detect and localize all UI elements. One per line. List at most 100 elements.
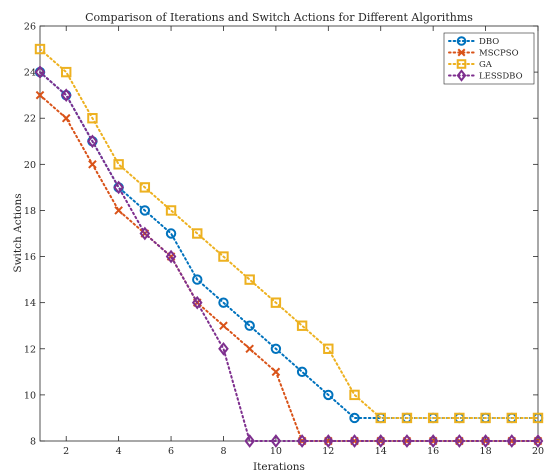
axes-box — [39, 25, 539, 442]
x-tick-label: 16 — [427, 446, 439, 457]
data-point-lessdbo — [401, 434, 413, 448]
data-point-ga — [401, 412, 413, 424]
x-tick-label: 2 — [63, 446, 69, 457]
plot-area — [39, 25, 539, 442]
y-axis-label: Switch Actions — [12, 193, 24, 272]
data-point-lessdbo — [427, 434, 439, 448]
data-point-dbo — [323, 389, 334, 401]
data-point-lessdbo — [296, 434, 308, 448]
legend-label: LESSDBO — [479, 72, 523, 82]
data-point-dbo — [192, 274, 203, 285]
legend-marker — [456, 59, 467, 69]
data-point-lessdbo — [375, 434, 387, 448]
data-point-ga — [87, 113, 98, 124]
data-point-ga — [349, 389, 360, 401]
data-point-lessdbo — [322, 434, 334, 448]
data-point-ga — [480, 412, 491, 424]
data-point-lessdbo — [244, 434, 256, 448]
data-point-ga — [192, 228, 203, 239]
data-point-mscpso — [114, 206, 123, 215]
data-point-lessdbo — [349, 434, 360, 448]
x-tick-label: 20 — [532, 446, 544, 457]
data-point-lessdbo — [270, 434, 282, 448]
legend-entry-ga: GA — [448, 59, 493, 70]
data-point-mscpso — [271, 367, 281, 377]
data-point-ga — [218, 251, 229, 262]
data-point-ga — [375, 412, 386, 424]
x-tick-label: 8 — [220, 446, 226, 457]
legend-entry-lessdbo: LESSDBO — [448, 69, 523, 82]
data-point-lessdbo — [139, 226, 151, 241]
y-tick-label: 8 — [30, 437, 36, 448]
series-line-dbo — [39, 71, 539, 419]
series-layer — [34, 43, 544, 448]
y-tick-label: 18 — [24, 206, 36, 217]
series-lessdbo — [34, 65, 544, 448]
data-point-ga — [270, 297, 282, 308]
data-point-ga — [165, 205, 177, 216]
legend-label: MSCPSO — [479, 49, 519, 59]
x-tick-label: 12 — [322, 446, 334, 457]
y-tick-label: 10 — [24, 390, 36, 401]
data-point-ga — [34, 43, 46, 55]
data-point-lessdbo — [87, 134, 98, 149]
legend-label: DBO — [479, 37, 499, 47]
data-point-ga — [427, 412, 439, 424]
data-point-lessdbo — [506, 434, 518, 448]
data-point-ga — [296, 320, 308, 331]
data-point-mscpso — [61, 113, 71, 123]
data-point-ga — [323, 343, 334, 354]
series-ga — [34, 43, 544, 424]
data-point-lessdbo — [191, 295, 203, 310]
data-point-ga — [61, 66, 72, 78]
data-point-mscpso — [219, 321, 228, 331]
y-axis: 8 10 12 14 16 18 20 22 24 26 — [24, 22, 538, 448]
data-point-dbo — [349, 412, 360, 424]
data-point-dbo — [244, 320, 255, 331]
legend-marker — [456, 36, 467, 46]
data-point-lessdbo — [165, 249, 177, 264]
data-point-lessdbo — [454, 434, 465, 448]
data-point-dbo — [296, 366, 308, 378]
x-tick-label: 6 — [168, 446, 174, 457]
y-tick-label: 24 — [24, 68, 36, 79]
legend-marker — [456, 69, 467, 82]
data-point-lessdbo — [480, 434, 491, 448]
data-point-lessdbo — [218, 341, 229, 356]
y-tick-label: 12 — [24, 344, 36, 355]
data-point-mscpso — [245, 344, 254, 354]
data-point-dbo — [139, 205, 151, 216]
data-point-dbo — [218, 297, 229, 308]
data-point-mscpso — [88, 160, 97, 169]
x-tick-label: 10 — [270, 446, 282, 457]
data-point-lessdbo — [113, 180, 124, 195]
y-tick-label: 22 — [24, 114, 36, 125]
y-tick-label: 26 — [24, 22, 36, 33]
x-tick-label: 14 — [375, 446, 387, 457]
y-tick-label: 20 — [24, 160, 36, 171]
data-point-lessdbo — [532, 434, 544, 448]
data-point-ga — [139, 182, 151, 193]
legend-entry-dbo: DBO — [448, 36, 499, 47]
data-point-ga — [506, 412, 517, 424]
data-point-dbo — [270, 343, 282, 354]
legend-label: GA — [479, 60, 493, 70]
legend-entry-mscpso: MSCPSO — [448, 48, 519, 59]
chart-title: Comparison of Iterations and Switch Acti… — [85, 11, 473, 24]
x-tick-label: 4 — [116, 446, 122, 457]
data-point-lessdbo — [60, 88, 72, 102]
data-point-ga — [454, 412, 465, 424]
y-tick-label: 16 — [24, 252, 36, 263]
data-point-ga — [532, 412, 544, 424]
data-point-dbo — [165, 228, 177, 239]
x-tick-label: 18 — [480, 446, 492, 457]
data-point-ga — [244, 274, 255, 285]
y-tick-label: 14 — [24, 298, 36, 309]
legend-marker — [457, 48, 466, 57]
data-point-ga — [113, 159, 124, 170]
x-axis-label: Iterations — [253, 461, 305, 473]
data-point-lessdbo — [34, 65, 46, 79]
data-point-mscpso — [35, 90, 45, 100]
